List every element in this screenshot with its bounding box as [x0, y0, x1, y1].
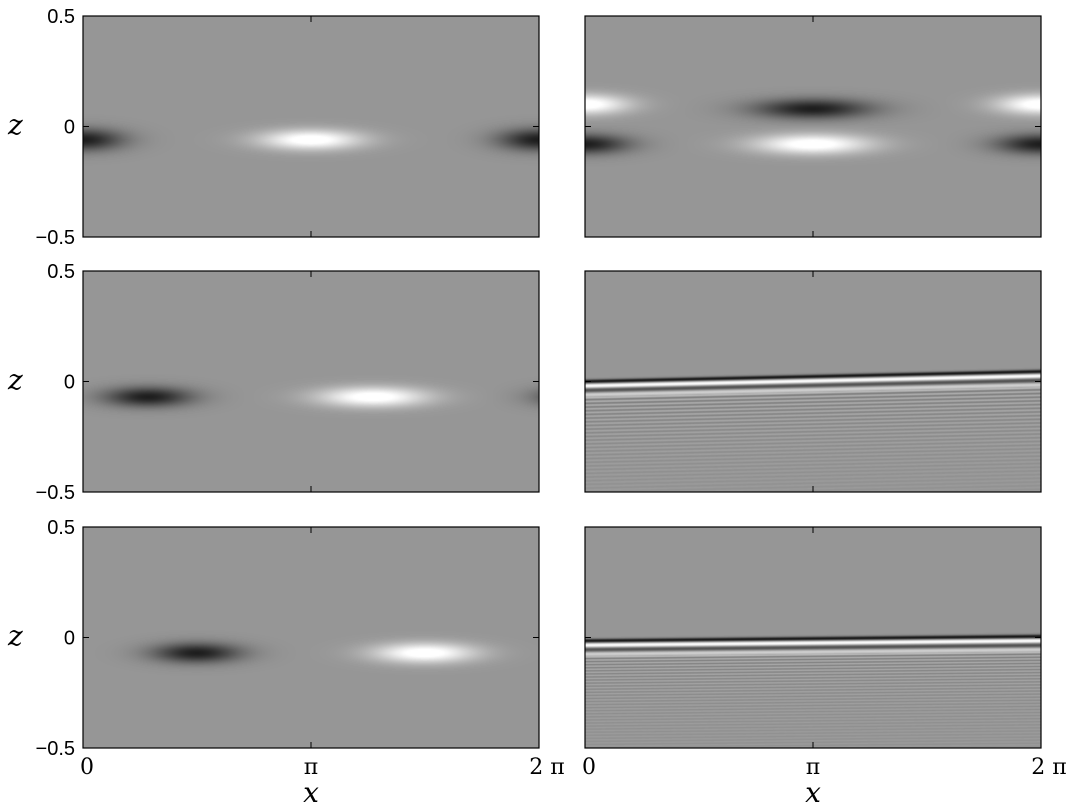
y-tick-label: −0.5	[36, 738, 75, 760]
y-tick-label: 0.5	[47, 6, 75, 28]
x-axis-label: x	[303, 776, 319, 808]
heatmap-image	[83, 16, 539, 237]
panel-r3-c2: 0 π 2 π x	[582, 526, 1067, 808]
y-tick-label: 0.5	[47, 261, 75, 283]
panel-r2-c2	[584, 270, 1042, 493]
y-tick-label: −0.5	[36, 482, 75, 504]
y-tick-label: 0.5	[47, 517, 75, 539]
x-tick-label: 2 π	[1031, 755, 1066, 780]
panel-r1-c1: −0.5 0 0.5 z	[7, 6, 540, 249]
heatmap-image	[585, 527, 1041, 748]
x-tick-label: π	[806, 755, 820, 780]
x-tick-label: 2 π	[529, 755, 564, 780]
y-axis-label: z	[7, 364, 23, 397]
y-tick-label: −0.5	[36, 227, 75, 249]
y-tick-label: 0	[64, 117, 75, 139]
y-axis-label: z	[7, 109, 23, 142]
heatmap-image	[585, 16, 1041, 237]
y-tick-label: 0	[64, 372, 75, 394]
heatmap-image	[83, 271, 539, 492]
y-tick-label: 0	[64, 628, 75, 650]
x-tick-label: π	[304, 755, 318, 780]
panel-r2-c1: −0.5 0 0.5 z	[7, 261, 540, 504]
x-axis-label: x	[805, 776, 821, 808]
y-axis-label: z	[7, 620, 23, 653]
x-tick-label: 0	[80, 755, 94, 780]
x-tick-label: 0	[582, 755, 596, 780]
panel-r3-c1: −0.500.5z0 π 2 πx	[7, 517, 565, 808]
panel-r1-c2	[584, 15, 1042, 238]
heatmap-image	[83, 527, 539, 748]
heatmap-image	[585, 271, 1041, 492]
